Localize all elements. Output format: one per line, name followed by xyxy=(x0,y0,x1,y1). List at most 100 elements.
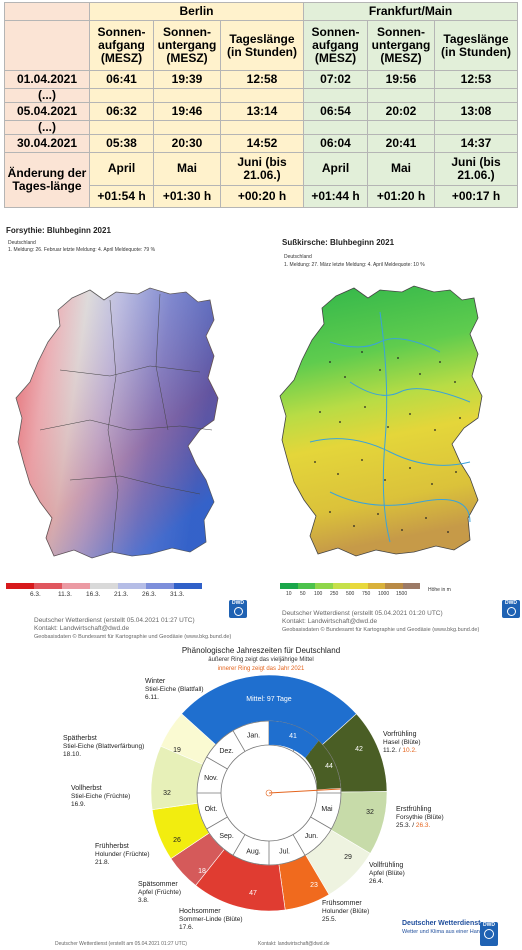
legend-label: 21.3. xyxy=(114,591,129,598)
col-daylength: Tageslänge (in Stunden) xyxy=(434,20,518,71)
season-label-spaetherbst: Spätherbst Stiel-Eiche (Blattverfärbung) 1… xyxy=(63,735,145,758)
map-right-region: Deutschland xyxy=(284,254,312,260)
cell: 14:37 xyxy=(434,134,518,153)
month-spoke xyxy=(292,834,306,856)
clock-contact: Kontakt: landwirtschaft@dwd.de xyxy=(258,941,330,947)
month-label: Mai xyxy=(321,806,333,813)
germany-map-cherry xyxy=(279,285,483,557)
dwd-logo-icon: DWD xyxy=(229,600,247,618)
inner-segment-winter xyxy=(269,721,319,758)
legend-label: 100 xyxy=(314,591,323,597)
col-sunrise: Sonnen-aufgang (MESZ) xyxy=(303,20,368,71)
season-label-vollherbst: Vollherbst Stiel-Eiche (Früchte) 16.9. xyxy=(71,785,131,808)
cell: 13:08 xyxy=(434,102,518,121)
map-left-title: Forsythie: Bluhbeginn 2021 xyxy=(6,226,111,235)
map-right-legend xyxy=(280,583,420,589)
clock-title: Phänologische Jahreszeiten für Deutschla… xyxy=(181,646,341,655)
outer-value: 42 xyxy=(355,746,363,753)
credit-line: Geobasisdaten © Bundesamt für Kartograph… xyxy=(34,634,232,640)
season-label-spaetsommer: Spätsommer Apfel (Früchte) 3.8. xyxy=(138,881,181,904)
date-cell: 05.04.2021 xyxy=(4,102,90,121)
season-label-vorfruehling: Vorfrühling Hasel (Blüte) 11.2. / 10.2. xyxy=(383,731,421,754)
frankfurt-change: +01:44 h xyxy=(303,184,368,209)
frankfurt-change: +00:17 h xyxy=(434,184,518,209)
month-label: Okt. xyxy=(205,806,218,813)
month-spoke xyxy=(310,816,332,830)
outer-value: 19 xyxy=(173,747,181,754)
col-daylength: Tageslänge (in Stunden) xyxy=(220,20,304,71)
legend-label: 16.3. xyxy=(86,591,101,598)
legend-label: 250 xyxy=(330,591,339,597)
outer-value: 23 xyxy=(310,882,318,889)
month-juni: Juni (bis 21.06.) xyxy=(434,152,518,186)
clock-subtitle-outer: äußerer Ring zeigt das vieljährige Mitte… xyxy=(208,657,314,663)
legend-label: 6.3. xyxy=(30,591,41,598)
cell: 20:02 xyxy=(367,102,435,121)
month-spoke xyxy=(206,756,228,770)
inner-value-winter: 41 xyxy=(289,733,297,740)
clock-subtitle-inner: innerer Ring zeigt das Jahr 2021 xyxy=(217,666,305,672)
brand-name: Deutscher Wetterdienst xyxy=(402,920,481,927)
outer-value: 18 xyxy=(198,868,206,875)
legend-label: 1500 xyxy=(396,591,408,597)
berlin-change: +00:20 h xyxy=(220,184,304,209)
outer-value: 32 xyxy=(163,790,171,797)
month-mai: Mai xyxy=(153,152,221,186)
month-label: Jul. xyxy=(279,848,290,855)
cell: 19:39 xyxy=(153,70,221,89)
month-spoke xyxy=(232,730,246,752)
cell: 20:30 xyxy=(153,134,221,153)
cell: 06:32 xyxy=(89,102,154,121)
map-left-legend xyxy=(6,583,202,589)
map-right-meta: 1. Meldung: 27. März letzte Meldung: 4. … xyxy=(284,262,425,268)
germany-shape xyxy=(279,285,483,557)
credit-line: Deutscher Wetterdienst (erstellt 05.04.2… xyxy=(282,610,443,617)
legend-label: 26.3. xyxy=(142,591,157,598)
cell: 14:52 xyxy=(220,134,304,153)
season-label-erstfruehling: Erstfrühling Forsythie (Blüte) 25.3. / 26.… xyxy=(396,806,444,829)
clock-credit: Deutscher Wetterdienst (erstellt am 05.0… xyxy=(55,941,187,947)
legend-label: 11.3. xyxy=(58,591,72,598)
credit-line: Kontakt: Landwirtschaft@dwd.de xyxy=(282,618,378,625)
table-row: 30.04.2021 05:38 20:30 14:52 06:04 20:41… xyxy=(4,134,518,153)
cell: 19:46 xyxy=(153,102,221,121)
cell: 12:58 xyxy=(220,70,304,89)
month-label: Sep. xyxy=(219,833,233,840)
station-dots xyxy=(314,351,461,533)
germany-map-forsythia xyxy=(15,287,219,559)
map-right-title: Sußkirsche: Bluhbeginn 2021 xyxy=(282,238,395,247)
cell: 20:41 xyxy=(367,134,435,153)
table-row: 05.04.2021 06:32 19:46 13:14 06:54 20:02… xyxy=(4,102,518,121)
month-mai: Mai xyxy=(367,152,435,186)
center-label: Mittel: 97 Tage xyxy=(246,696,292,703)
table-corner xyxy=(4,2,90,21)
month-label: Jun. xyxy=(305,833,318,840)
season-label-fruehherbst: Frühherbst Holunder (Früchte) 21.8. xyxy=(95,843,150,866)
month-april: April xyxy=(303,152,368,186)
city-berlin: Berlin xyxy=(89,2,304,21)
month-spoke xyxy=(232,834,246,856)
sunrise-table: Berlin Frankfurt/Main Sonnen-aufgang (ME… xyxy=(4,2,518,209)
brand-slogan: Wetter und Klima aus einer Hand xyxy=(402,929,483,935)
legend-label: Höhe in m xyxy=(428,587,451,593)
outer-value: 26 xyxy=(173,837,181,844)
change-label: Änderung der Tages-länge xyxy=(4,152,90,208)
month-label: Aug. xyxy=(246,848,260,855)
outer-value: 47 xyxy=(249,890,257,897)
table-corner-2 xyxy=(4,20,90,71)
season-label-hochsommer: Hochsommer Sommer-Linde (Blüte) 17.6. xyxy=(179,908,243,931)
inner-segment-vorfruehling xyxy=(305,740,341,790)
legend-label: 1000 xyxy=(378,591,390,597)
dwd-logo-icon: DWD xyxy=(480,922,498,946)
inner-value-vorfruehling: 44 xyxy=(325,763,333,770)
credit-line: Deutscher Wetterdienst (erstellt 05.04.2… xyxy=(34,617,195,624)
col-sunset: Sonnen-untergang (MESZ) xyxy=(367,20,435,71)
today-line xyxy=(268,788,341,794)
dwd-logo-icon: DWD xyxy=(502,600,520,618)
frankfurt-change: +01:20 h xyxy=(367,184,435,209)
legend-label: 10 xyxy=(286,591,292,597)
map-left-meta: 1. Meldung: 26. Februar letzte Meldung: … xyxy=(8,247,156,253)
legend-label: 500 xyxy=(346,591,355,597)
season-label-vollfruehling: Vollfrühling Apfel (Blüte) 26.4. xyxy=(369,862,405,885)
